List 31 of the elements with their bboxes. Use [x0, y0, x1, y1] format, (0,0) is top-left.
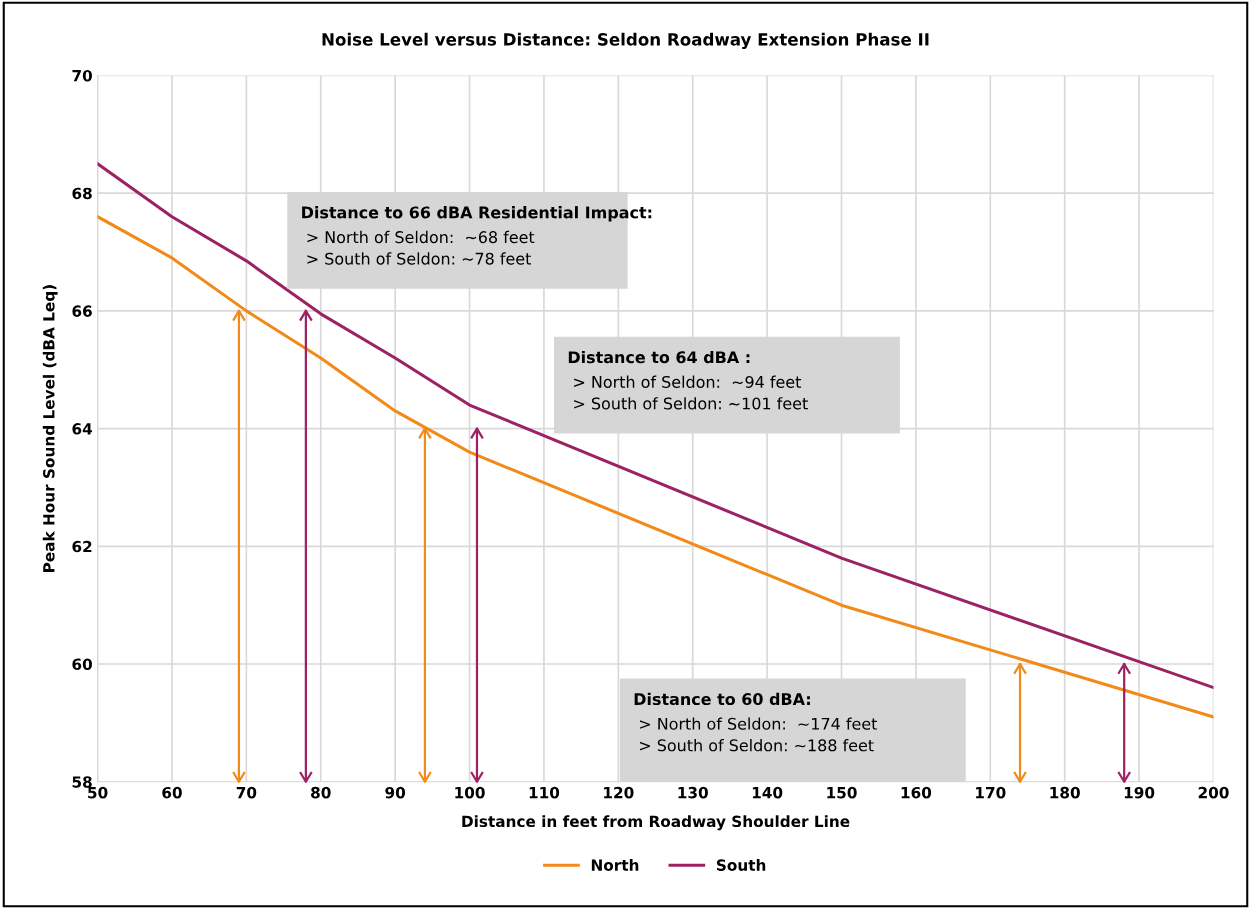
- annotation: Distance to 66 dBA Residential Impact: > North of Seldon: ~68 feet > South of Seldon: ~78 feet: [302, 206, 652, 265]
- x-tick-label: 170: [976, 786, 1006, 799]
- x-tick-label: 150: [827, 786, 857, 799]
- x-tick-label: 200: [1198, 786, 1229, 799]
- legend-label: South: [716, 859, 766, 871]
- y-tick-label: 60: [72, 658, 92, 671]
- y-tick-label: 66: [72, 305, 92, 317]
- y-tick-label: 58: [72, 776, 92, 788]
- y-tick-label: 70: [72, 69, 92, 82]
- x-tick-label: 80: [311, 786, 331, 799]
- x-tick-label: 180: [1050, 786, 1080, 799]
- annotation: Distance to 64 dBA : > North of Seldon: ~94 feet > South of Seldon: ~101 feet: [568, 350, 808, 410]
- annotation: Distance to 60 dBA: > North of Seldon: ~174 feet > South of Seldon: ~188 feet: [634, 692, 878, 752]
- y-tick-label: 62: [72, 540, 92, 553]
- x-tick-label: 110: [529, 786, 560, 799]
- x-tick-label: 120: [604, 786, 634, 799]
- y-tick-label: 68: [72, 187, 92, 200]
- y-tick-label: 64: [72, 423, 93, 435]
- y-axis-title: Peak Hour Sound Level (dBA Leq): [42, 285, 58, 572]
- x-tick-label: 100: [455, 786, 485, 799]
- x-tick-label: 50: [88, 786, 108, 799]
- x-tick-label: 190: [1124, 786, 1155, 799]
- x-tick-label: 140: [752, 786, 783, 799]
- x-tick-label: 70: [236, 786, 257, 799]
- x-tick-label: 160: [901, 786, 932, 799]
- x-tick-label: 60: [162, 786, 182, 799]
- x-axis-title: Distance in feet from Roadway Shoulder Line: [462, 815, 850, 831]
- x-tick-label: 90: [385, 786, 406, 799]
- chart-title: Noise Level versus Distance: Seldon Roadway Extension Phase II: [322, 32, 929, 50]
- legend-label: North: [591, 859, 639, 871]
- x-tick-label: 130: [678, 786, 708, 799]
